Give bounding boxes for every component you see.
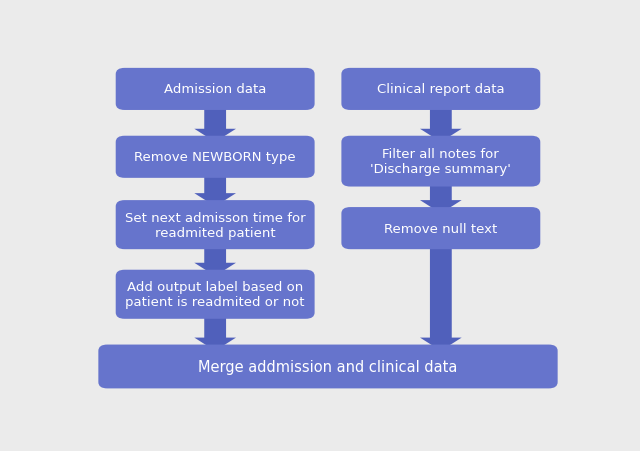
FancyBboxPatch shape bbox=[116, 270, 315, 319]
Text: Filter all notes for
'Discharge summary': Filter all notes for 'Discharge summary' bbox=[371, 148, 511, 176]
Text: Admission data: Admission data bbox=[164, 83, 266, 96]
Text: Set next admisson time for
readmited patient: Set next admisson time for readmited pat… bbox=[125, 211, 305, 239]
Text: Remove NEWBORN type: Remove NEWBORN type bbox=[134, 151, 296, 164]
Text: Clinical report data: Clinical report data bbox=[377, 83, 505, 96]
FancyBboxPatch shape bbox=[99, 345, 557, 389]
FancyBboxPatch shape bbox=[341, 207, 540, 250]
Text: Merge addmission and clinical data: Merge addmission and clinical data bbox=[198, 359, 458, 374]
Text: Add output label based on
patient is readmited or not: Add output label based on patient is rea… bbox=[125, 281, 305, 308]
FancyBboxPatch shape bbox=[341, 69, 540, 111]
Polygon shape bbox=[195, 105, 236, 143]
Polygon shape bbox=[420, 105, 461, 143]
FancyBboxPatch shape bbox=[116, 136, 315, 179]
Polygon shape bbox=[195, 244, 236, 276]
FancyBboxPatch shape bbox=[341, 136, 540, 187]
FancyBboxPatch shape bbox=[116, 201, 315, 250]
Polygon shape bbox=[420, 244, 461, 351]
FancyBboxPatch shape bbox=[116, 69, 315, 111]
Polygon shape bbox=[195, 313, 236, 351]
Text: Remove null text: Remove null text bbox=[384, 222, 497, 235]
Polygon shape bbox=[420, 181, 461, 214]
Polygon shape bbox=[195, 172, 236, 207]
